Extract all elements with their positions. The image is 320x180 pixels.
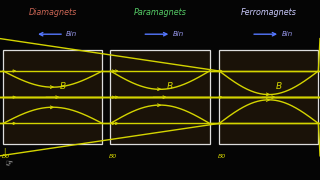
Bar — [110, 50, 210, 144]
Text: B0: B0 — [218, 154, 226, 159]
Text: Bin: Bin — [66, 31, 77, 37]
Text: Bin: Bin — [173, 31, 184, 37]
Text: Paramagnets: Paramagnets — [133, 8, 187, 17]
Text: Diamagnets: Diamagnets — [29, 8, 77, 17]
Text: ☞: ☞ — [4, 159, 12, 169]
Text: B: B — [166, 82, 173, 91]
Text: B: B — [275, 82, 282, 91]
Text: B0: B0 — [2, 154, 10, 159]
Text: Ferromagnets: Ferromagnets — [241, 8, 297, 17]
Text: B0: B0 — [109, 154, 117, 159]
Bar — [3, 50, 102, 144]
Text: Bin: Bin — [282, 31, 293, 37]
Bar — [219, 50, 318, 144]
Text: |: | — [4, 148, 6, 155]
Text: B: B — [59, 82, 66, 91]
